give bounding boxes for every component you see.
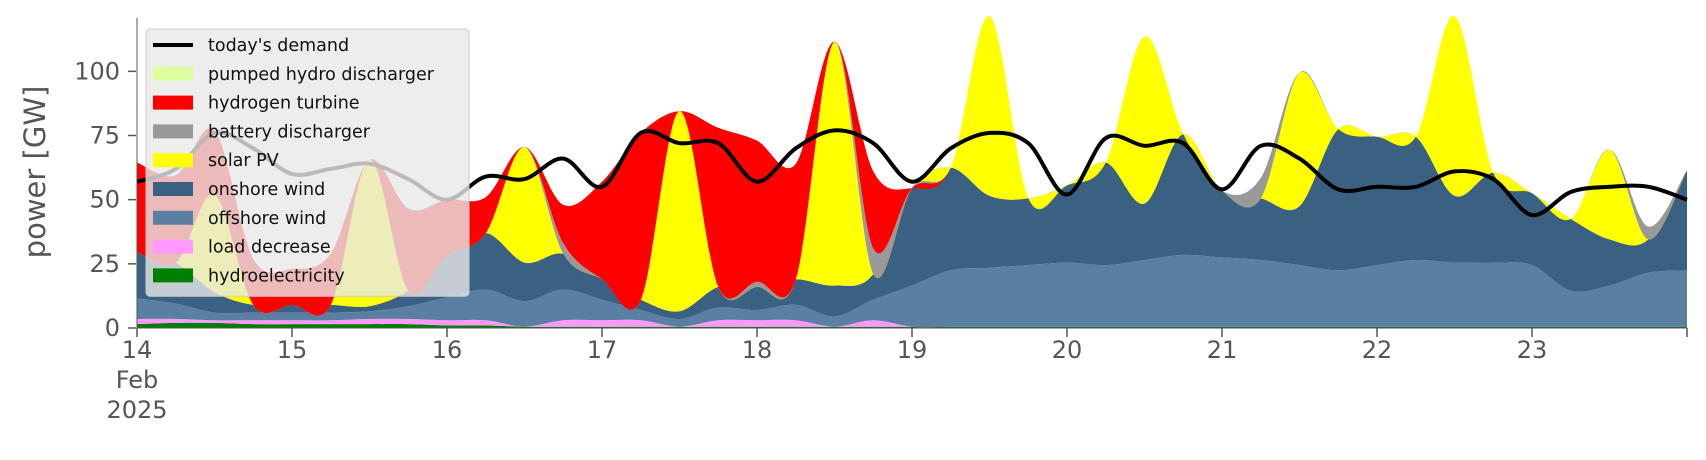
legend-swatch-solar-pv — [153, 153, 193, 168]
legend-swatch-onshore-wind — [153, 182, 193, 196]
x-tick-label: 19 — [897, 336, 928, 364]
area-load-decrease — [137, 318, 1687, 328]
x-tick-label: 22 — [1362, 336, 1393, 364]
area-hydroelectricity — [137, 322, 1687, 328]
legend-swatch-hydrogen-turbine — [153, 95, 193, 110]
legend-swatch-pumped-hydro-discharger — [153, 66, 193, 81]
legend: today's demand pumped hydro discharger hyd… — [145, 28, 470, 297]
x-tick-label: 14 — [122, 336, 153, 364]
legend-swatch-hydroelectricity — [153, 268, 193, 283]
area-offshore-wind — [137, 254, 1687, 328]
x-tick-label: 18 — [742, 336, 773, 364]
x-tick-label: 23 — [1517, 336, 1548, 364]
area-onshore-wind — [137, 125, 1687, 320]
legend-swatch-offshore-wind — [153, 210, 193, 225]
x-tick-label: 20 — [1052, 336, 1083, 364]
x-tick-label: 21 — [1207, 336, 1238, 364]
area-solar-pv — [137, 15, 1687, 316]
x-tick-label: 16 — [432, 336, 463, 364]
legend-label-hydrogen-turbine: hydrogen turbine — [208, 94, 360, 114]
legend-label-hydroelectricity: hydroelectricity — [208, 266, 345, 286]
legend-label-pumped-hydro-discharger: pumped hydro discharger — [208, 65, 435, 85]
x-tick-label: 15 — [277, 336, 308, 364]
x-tick-label: 2025 — [106, 396, 167, 424]
legend-label-load-decrease: load decrease — [208, 238, 331, 258]
legend-label-onshore-wind: onshore wind — [208, 180, 325, 200]
legend-swatch-load-decrease — [153, 239, 193, 254]
legend-swatch-battery-discharger — [153, 124, 193, 139]
x-tick-label: Feb — [116, 366, 159, 394]
y-tick-label: 50 — [89, 186, 120, 214]
legend-label-today-s-demand: today's demand — [208, 36, 349, 56]
legend-box — [145, 28, 470, 297]
x-tick-label: 17 — [587, 336, 618, 364]
y-axis-label: power [GW] — [18, 86, 52, 259]
y-tick-label: 0 — [105, 314, 120, 342]
legend-label-battery-discharger: battery discharger — [208, 122, 371, 142]
y-tick-label: 25 — [89, 250, 120, 278]
y-tick-label: 75 — [89, 122, 120, 150]
y-tick-label: 100 — [74, 57, 120, 85]
legend-label-solar-pv: solar PV — [208, 151, 279, 171]
legend-label-offshore-wind: offshore wind — [208, 209, 326, 229]
